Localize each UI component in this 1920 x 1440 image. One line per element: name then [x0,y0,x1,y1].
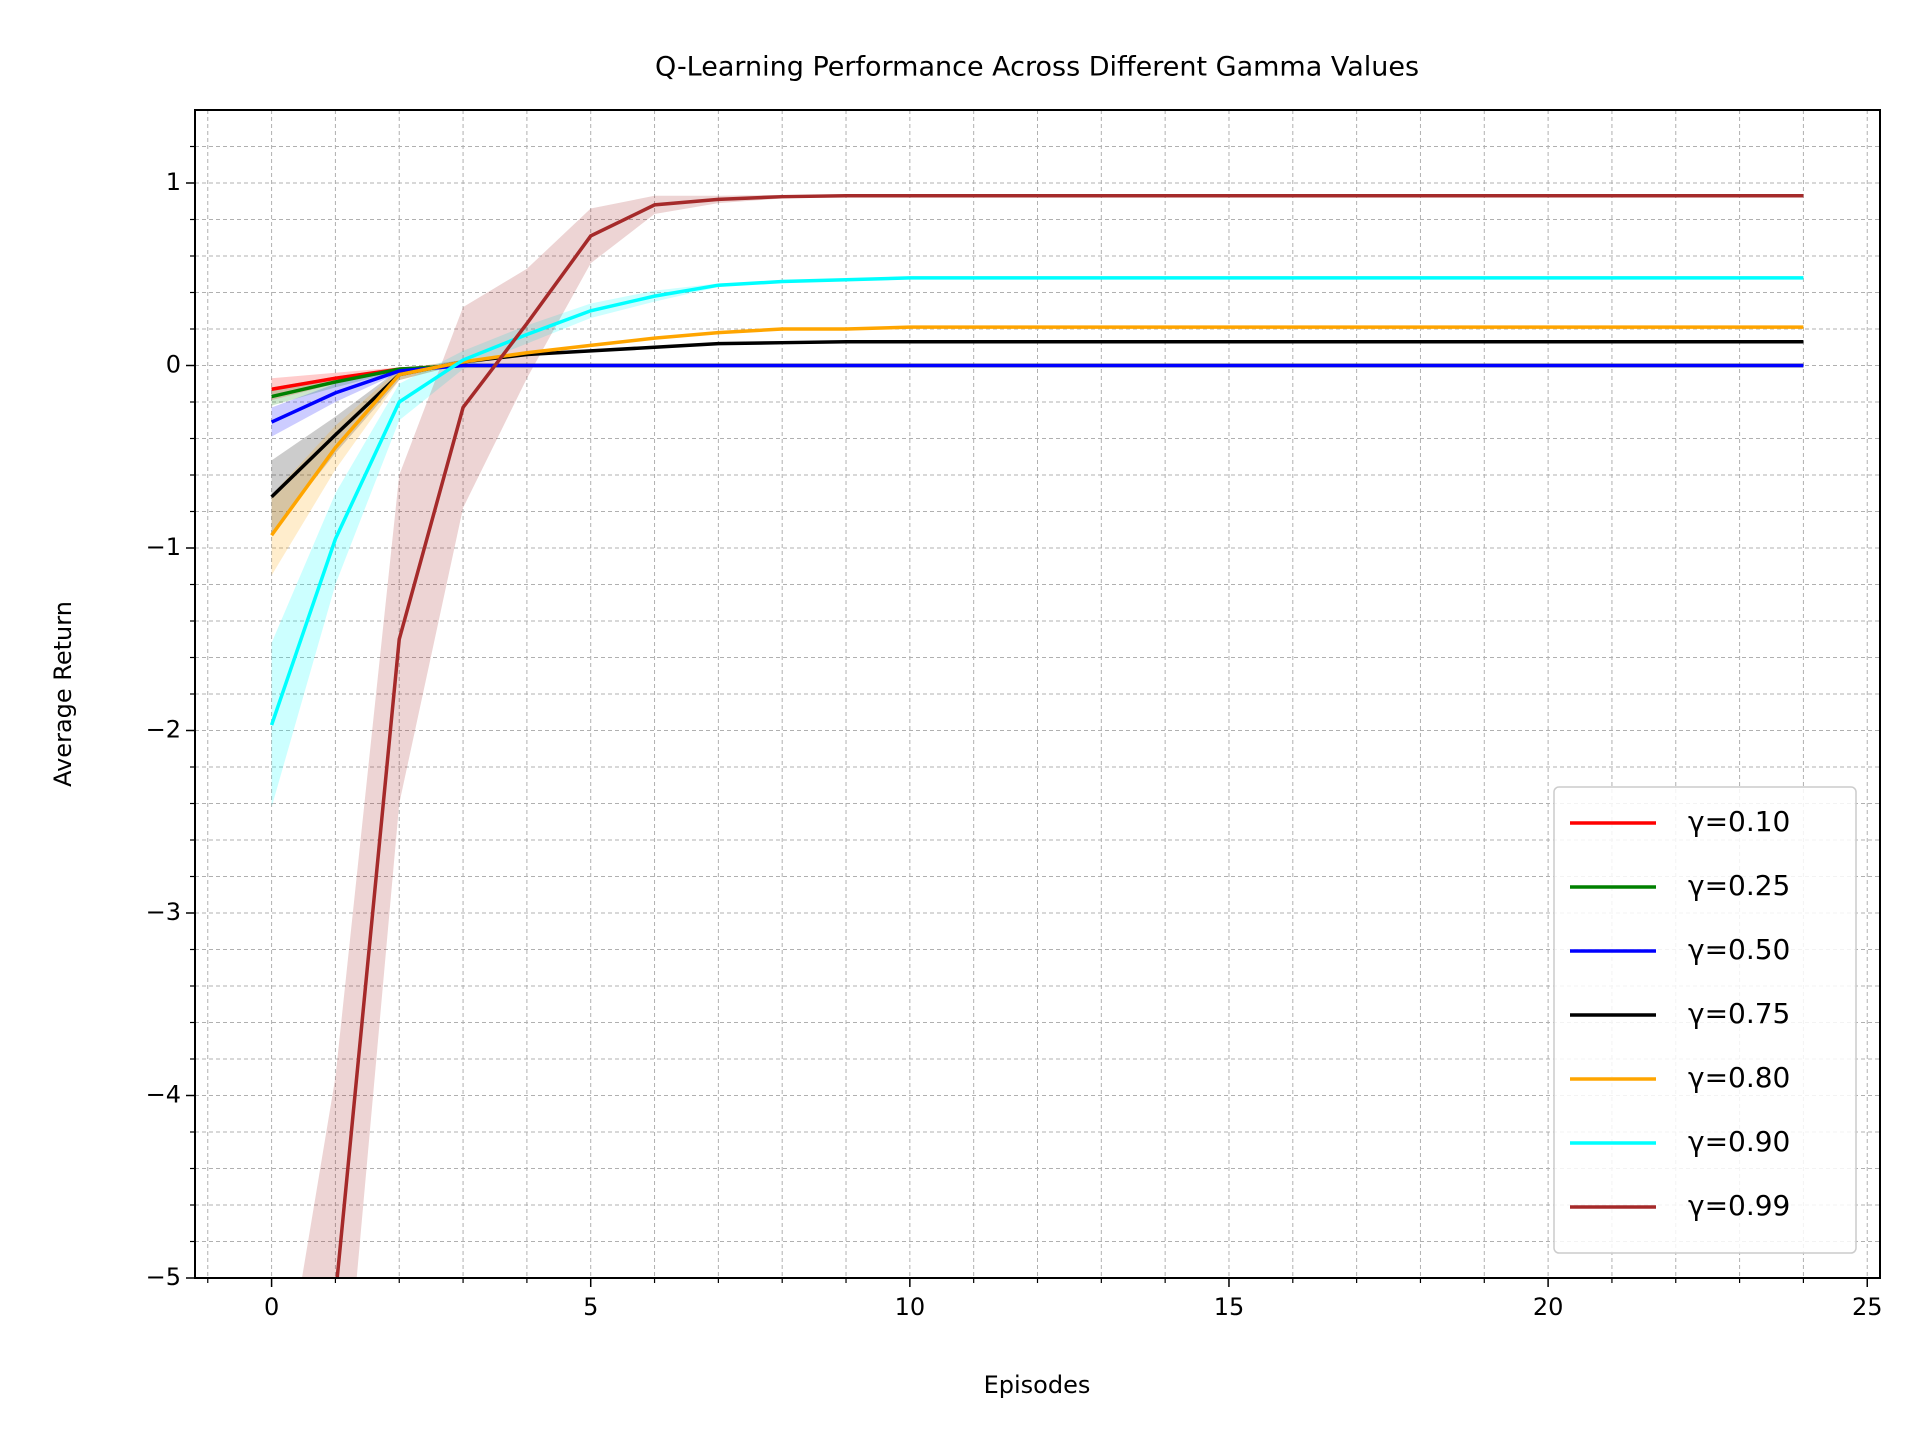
y-axis-label: Average Return [49,601,77,787]
series-line [270,363,1804,424]
y-tick-label: −4 [146,1081,181,1109]
x-tick-label: 0 [264,1293,279,1321]
series-line [269,276,1804,726]
x-tick-label: 20 [1533,1293,1564,1321]
y-tick-label: −1 [146,533,181,561]
legend-label: γ=0.75 [1688,997,1790,1030]
legend-label: γ=0.50 [1688,933,1790,966]
x-tick-label: 15 [1214,1293,1245,1321]
y-tick-label: −5 [146,1263,181,1291]
x-tick-label: 5 [583,1293,598,1321]
y-tick-label: 1 [166,168,181,196]
legend-label: γ=0.80 [1688,1061,1790,1094]
y-tick-label: 0 [166,351,181,379]
series-line [270,325,1804,537]
y-tick-label: −3 [146,898,181,926]
x-tick-label: 25 [1852,1293,1883,1321]
x-axis-label: Episodes [984,1371,1091,1399]
plot-area [269,194,1804,1278]
series-line [335,194,1804,1278]
series-line [270,340,1804,499]
axes-frame [194,109,1881,1279]
x-tick-label: 10 [895,1293,926,1321]
legend-label: γ=0.90 [1688,1125,1790,1158]
y-tick-label: −2 [146,716,181,744]
legend-label: γ=0.99 [1688,1189,1790,1222]
legend-label: γ=0.10 [1688,805,1790,838]
legend-label: γ=0.25 [1688,869,1790,902]
legend-box [1553,786,1857,1254]
chart-title: Q-Learning Performance Across Different … [655,52,1419,83]
